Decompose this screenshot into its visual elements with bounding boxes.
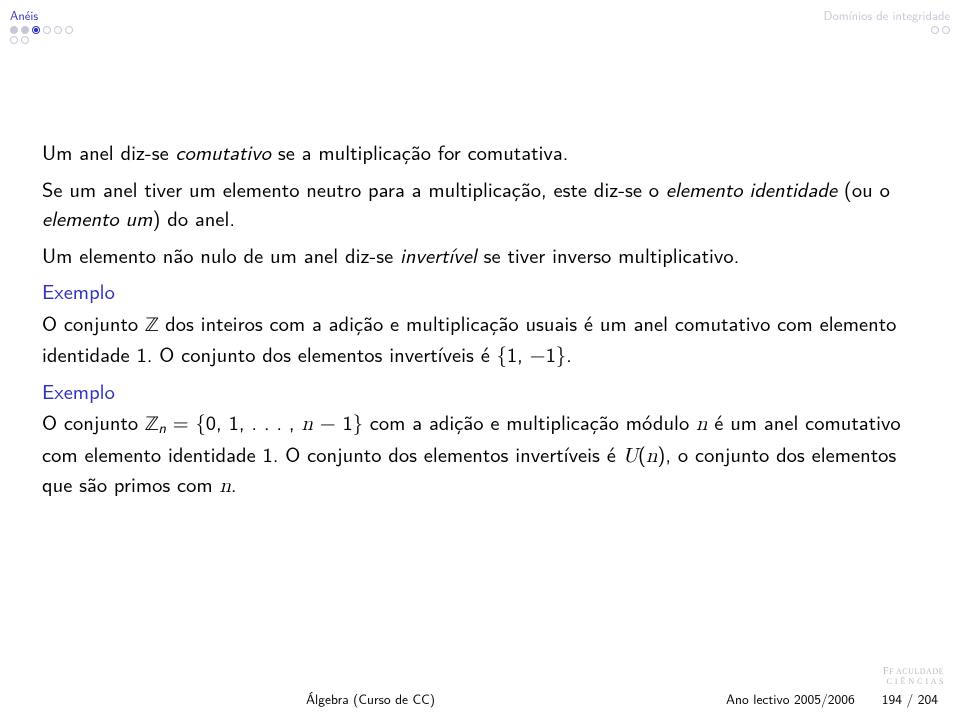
text: = {0, 1, . . . , (166, 407, 302, 437)
logo-line1: F ACULDADE (889, 667, 944, 676)
example-heading: Exemplo (42, 377, 918, 407)
text: Um anel diz-se (42, 137, 176, 167)
text: Se um anel tiver um elemento neutro para… (42, 174, 666, 204)
progress-dots-row1 (10, 26, 73, 34)
example-body: O conjunto ℤn = {0, 1, . . . , n − 1} co… (42, 408, 918, 501)
footer-year: Ano lectivo 2005/2006 (726, 689, 855, 709)
progress-dot (21, 36, 29, 44)
progress-dot (65, 26, 73, 34)
text: . (231, 469, 237, 499)
symbol-integers-mod-n: ℤ (145, 414, 158, 435)
institution-logo: FF ACULDADE C I Ê N C I A S (883, 667, 944, 686)
var-n: n (696, 413, 707, 434)
paragraph: Um anel diz-se comutativo se a multiplic… (42, 138, 918, 168)
slide-footer: Álgebra (Curso de CC) Ano lectivo 2005/2… (0, 689, 960, 709)
progress-dot (942, 26, 950, 34)
progress-dot (21, 26, 29, 34)
text: ( (638, 439, 646, 469)
slide-body: Um anel diz-se comutativo se a multiplic… (0, 44, 960, 501)
paragraph: Um elemento não nulo de um anel diz-se i… (42, 241, 918, 271)
logo-line2: C I Ê N C I A S (883, 678, 944, 686)
term-invertivel: invertível (400, 240, 477, 270)
header-right-section: Domínios de integridade (823, 6, 950, 44)
section-title-active: Anéis (10, 6, 38, 24)
var-n: n (220, 475, 231, 496)
example-body: O conjunto ℤ dos inteiros com a adição e… (42, 309, 918, 370)
header-left-section: Anéis (10, 6, 73, 44)
text: Um elemento não nulo de um anel diz-se (42, 240, 400, 270)
var-n: n (646, 445, 657, 466)
paragraph: Se um anel tiver um elemento neutro para… (42, 175, 918, 234)
text: O conjunto (42, 308, 145, 338)
slide-header: Anéis Domínios de integridade (0, 0, 960, 44)
progress-dot-current (32, 26, 40, 34)
progress-dots-row2 (10, 36, 29, 44)
subscript-n: n (158, 416, 166, 438)
term-elemento-um: elemento um (42, 203, 152, 233)
footer-right: Ano lectivo 2005/2006 194 / 204 (726, 689, 938, 709)
example-heading: Exemplo (42, 277, 918, 307)
text: O conjunto (42, 407, 145, 437)
text: se tiver inverso multiplicativo. (477, 240, 739, 270)
progress-dot (43, 26, 51, 34)
footer-page: 194 / 204 (882, 689, 938, 709)
section-title-inactive: Domínios de integridade (823, 6, 950, 24)
var-n: n (301, 413, 312, 434)
text: (ou o (837, 174, 890, 204)
text: dos inteiros com a adição e multiplicaçã… (42, 308, 896, 370)
progress-dot (54, 26, 62, 34)
progress-dots-right (931, 26, 950, 34)
progress-dot (10, 36, 18, 44)
text: ) do anel. (152, 203, 235, 233)
term-comutativo: comutativo (176, 137, 272, 167)
var-U: U (623, 445, 638, 466)
footer-course: Álgebra (Curso de CC) (0, 689, 435, 709)
text: − 1} com a adição e multiplicação módulo (313, 407, 696, 437)
progress-dot (931, 26, 939, 34)
text: se a multiplicação for comutativa. (271, 137, 568, 167)
progress-dot (10, 26, 18, 34)
symbol-integers: ℤ (145, 315, 158, 336)
term-elemento-identidade: elemento identidade (666, 174, 837, 204)
